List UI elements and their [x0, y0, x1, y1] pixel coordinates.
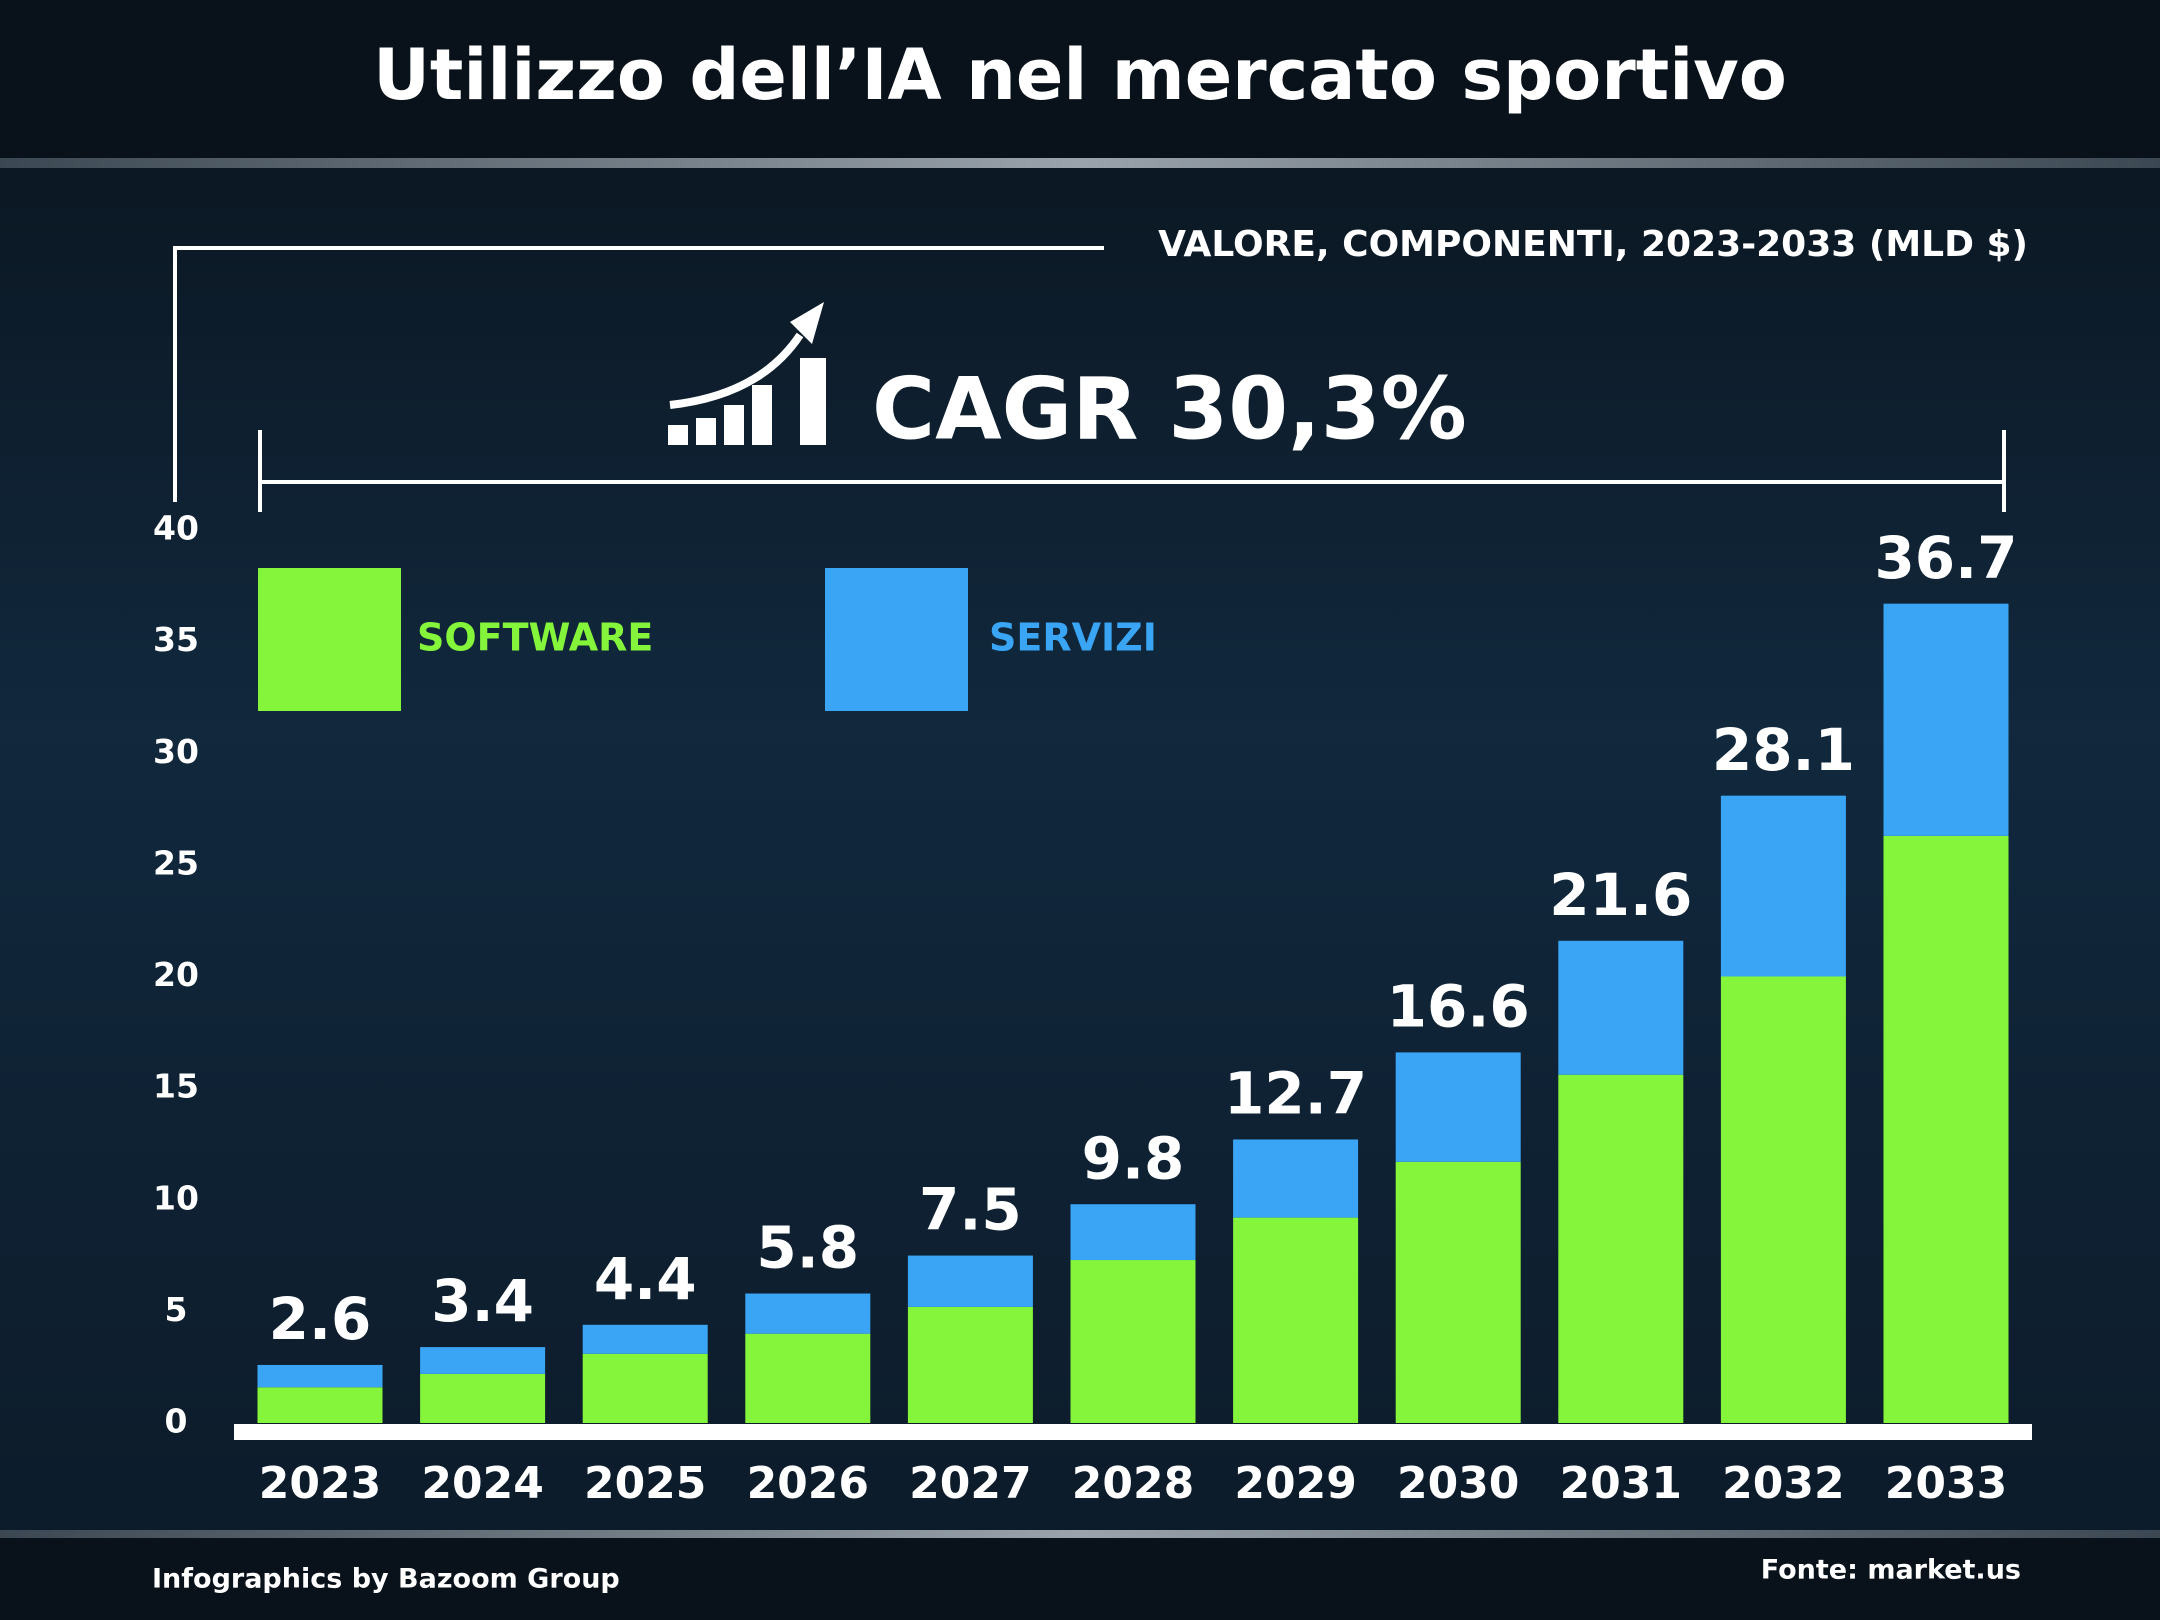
bar-segment — [257, 1387, 383, 1423]
total-label: 7.5 — [919, 1176, 1022, 1244]
legend-label: SERVIZI — [989, 616, 1157, 660]
total-label: 21.6 — [1549, 861, 1692, 929]
x-tick-label: 2030 — [1397, 1458, 1519, 1509]
bar-segment — [420, 1347, 546, 1374]
total-label: 36.7 — [1874, 524, 2017, 592]
bar-segment — [1883, 835, 2009, 1423]
x-tick-label: 2029 — [1234, 1458, 1356, 1509]
x-tick-label: 2033 — [1885, 1458, 2007, 1509]
separator — [0, 1530, 2160, 1538]
y-tick-label: 40 — [153, 509, 199, 548]
bar-segment — [257, 1364, 383, 1388]
bar-segment — [1395, 1161, 1521, 1423]
total-label: 12.7 — [1224, 1060, 1367, 1128]
y-tick-label: 0 — [165, 1402, 188, 1441]
total-label: 9.8 — [1082, 1124, 1185, 1192]
y-tick-label: 35 — [153, 620, 199, 659]
x-axis — [234, 1424, 2032, 1440]
legend-label: SOFTWARE — [417, 616, 653, 660]
total-label: 4.4 — [594, 1245, 697, 1313]
separator — [0, 158, 2160, 168]
bracket — [173, 246, 1104, 502]
x-tick-label: 2032 — [1722, 1458, 1844, 1509]
bar-segment — [1233, 1217, 1359, 1423]
y-tick-label: 30 — [153, 732, 199, 771]
bar-segment — [1233, 1139, 1359, 1218]
y-tick-label: 15 — [153, 1067, 199, 1106]
x-tick-label: 2023 — [259, 1458, 381, 1509]
bar-segment — [907, 1306, 1033, 1423]
bar-segment — [907, 1255, 1033, 1307]
bar-segment — [1070, 1204, 1196, 1261]
footer-right: Fonte: market.us — [1761, 1555, 2021, 1586]
bar-segment — [582, 1353, 708, 1423]
y-tick-label: 25 — [153, 843, 199, 882]
footer-band — [0, 1538, 2160, 1620]
cagr-annotation: CAGR 30,3% — [872, 359, 1467, 459]
subtitle: VALORE, COMPONENTI, 2023-2033 (MLD $) — [1158, 224, 2028, 265]
chart-title: Utilizzo dell’IA nel mercato sportivo — [373, 34, 1787, 116]
bar-segment — [1720, 795, 1846, 977]
x-tick-label: 2028 — [1072, 1458, 1194, 1509]
x-tick-label: 2027 — [909, 1458, 1031, 1509]
bar-segment — [1558, 1074, 1684, 1423]
bar-segment — [1070, 1260, 1196, 1423]
legend-swatch — [258, 568, 401, 711]
bar-segment — [582, 1324, 708, 1354]
total-label: 2.6 — [269, 1285, 372, 1353]
header-band — [0, 0, 2160, 158]
total-label: 3.4 — [431, 1267, 534, 1335]
y-tick-label: 10 — [153, 1178, 199, 1217]
total-label: 5.8 — [756, 1214, 859, 1282]
bar-segment — [745, 1333, 871, 1423]
legend-swatch — [825, 568, 968, 711]
bar-segment — [1558, 940, 1684, 1075]
bar-segment — [1720, 976, 1846, 1423]
x-tick-label: 2025 — [584, 1458, 706, 1509]
bar-segment — [1883, 603, 2009, 836]
total-label: 16.6 — [1387, 973, 1530, 1041]
total-label: 28.1 — [1712, 716, 1855, 784]
range-bracket — [258, 430, 2006, 512]
x-tick-label: 2031 — [1560, 1458, 1682, 1509]
bar-segment — [745, 1293, 871, 1334]
y-tick-label: 20 — [153, 955, 199, 994]
bar-segment — [1395, 1052, 1521, 1162]
footer-left: Infographics by Bazoom Group — [152, 1564, 620, 1595]
bar-segment — [420, 1373, 546, 1423]
x-tick-label: 2024 — [421, 1458, 543, 1509]
growth-icon — [668, 302, 826, 445]
y-tick-label: 5 — [165, 1290, 188, 1329]
x-tick-label: 2026 — [747, 1458, 869, 1509]
